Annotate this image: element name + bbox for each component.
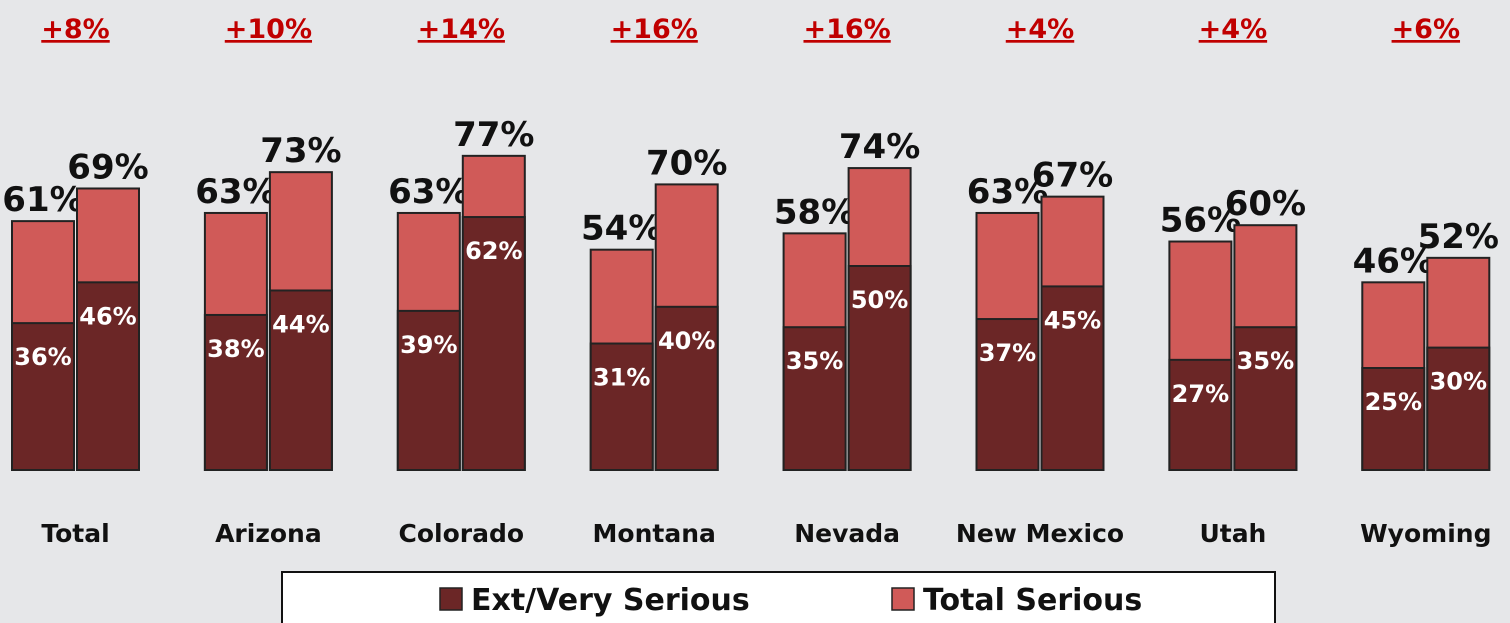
bar <box>461 216 526 471</box>
ext-label: 36% <box>14 343 71 371</box>
legend-swatch <box>891 587 915 611</box>
ext-label: 50% <box>851 286 908 314</box>
bar <box>1426 346 1491 472</box>
legend-swatch <box>439 587 463 611</box>
legend-label: Ext/Very Serious <box>471 583 750 618</box>
bar <box>1040 285 1105 471</box>
ext-label: 35% <box>1237 347 1294 375</box>
bar <box>268 289 333 472</box>
total-label: 63% <box>195 172 276 212</box>
total-label: 63% <box>967 172 1048 212</box>
total-label: 61% <box>2 180 83 220</box>
total-label: 56% <box>1160 201 1241 241</box>
ext-label: 30% <box>1430 368 1487 396</box>
category-label: Arizona <box>215 519 322 548</box>
total-label: 63% <box>388 172 469 212</box>
difference-label: +8% <box>41 14 109 45</box>
ext-label: 44% <box>272 310 329 338</box>
bar <box>975 318 1040 472</box>
legend-label: Total Serious <box>923 583 1142 618</box>
difference-label: +4% <box>1199 14 1267 45</box>
category-label: New Mexico <box>956 519 1124 548</box>
total-label: 77% <box>453 115 534 155</box>
total-label: 54% <box>581 209 662 249</box>
ext-label: 31% <box>593 364 650 392</box>
category-label: Montana <box>593 519 716 548</box>
total-label: 60% <box>1225 184 1306 224</box>
ext-label: 27% <box>1172 380 1229 408</box>
difference-label: +4% <box>1006 14 1074 45</box>
ext-label: 40% <box>658 327 715 355</box>
total-label: 67% <box>1032 156 1113 196</box>
ext-label: 46% <box>79 302 136 330</box>
bar <box>1168 358 1233 471</box>
total-label: 46% <box>1353 241 1434 281</box>
bar <box>654 305 719 471</box>
difference-label: +14% <box>418 14 505 45</box>
ext-label: 35% <box>786 347 843 375</box>
category-label: Total <box>41 519 109 548</box>
ext-label: 38% <box>207 335 264 363</box>
bar <box>589 342 654 471</box>
category-label: Wyoming <box>1360 519 1491 548</box>
category-label: Colorado <box>399 519 525 548</box>
bar <box>11 322 75 471</box>
category-label: Utah <box>1199 519 1266 548</box>
ext-label: 62% <box>465 237 522 265</box>
bar <box>396 309 461 471</box>
total-label: 58% <box>774 192 855 232</box>
difference-label: +16% <box>803 14 890 45</box>
total-label: 52% <box>1418 217 1499 257</box>
total-label: 73% <box>260 131 341 171</box>
ext-label: 39% <box>400 331 457 359</box>
bar <box>847 265 912 471</box>
total-label: 69% <box>67 147 148 187</box>
difference-label: +16% <box>611 14 698 45</box>
category-label: Nevada <box>794 519 900 548</box>
total-label: 74% <box>839 127 920 167</box>
bar <box>203 313 268 471</box>
total-label: 70% <box>646 143 727 183</box>
bar <box>76 281 140 471</box>
difference-label: +10% <box>225 14 312 45</box>
ext-label: 45% <box>1044 306 1101 334</box>
bar <box>782 326 847 472</box>
ext-label: 37% <box>979 339 1036 367</box>
bar <box>1233 326 1298 472</box>
bar <box>1361 367 1426 471</box>
ext-label: 25% <box>1365 388 1422 416</box>
difference-label: +6% <box>1392 14 1460 45</box>
